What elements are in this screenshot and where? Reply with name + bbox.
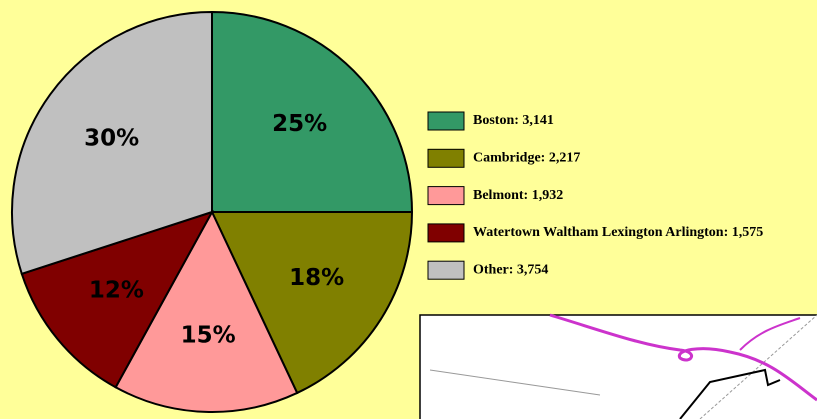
slice-label: 18% <box>289 265 344 291</box>
legend-swatch <box>427 260 465 280</box>
pie-slice <box>211 10 414 213</box>
map-inset <box>419 313 817 419</box>
map-frame <box>419 314 817 419</box>
legend-label: Boston: 3,141 <box>473 113 554 128</box>
legend-label: Cambridge: 2,217 <box>473 151 580 166</box>
legend-label: Watertown Waltham Lexington Arlington: 1… <box>473 225 763 240</box>
map-highway <box>549 313 817 402</box>
map-road <box>429 369 601 396</box>
slice-label: 25% <box>272 111 327 137</box>
pie-slice <box>114 209 299 413</box>
slice-label: 12% <box>89 278 144 304</box>
legend-swatch <box>427 111 465 131</box>
legend-swatch <box>427 148 465 168</box>
pie-slice <box>20 210 215 389</box>
legend-label: Other: 3,754 <box>473 262 548 277</box>
pie-slice <box>210 211 414 395</box>
map-boundary <box>679 368 781 419</box>
map-road <box>699 314 817 419</box>
pie-slice <box>11 10 213 276</box>
map-highway <box>739 317 801 351</box>
legend-swatch <box>427 186 465 206</box>
slice-label: 15% <box>181 322 236 348</box>
legend-label: Belmont: 1,932 <box>473 188 563 203</box>
legend-swatch <box>427 223 465 243</box>
slice-label: 30% <box>84 126 139 152</box>
